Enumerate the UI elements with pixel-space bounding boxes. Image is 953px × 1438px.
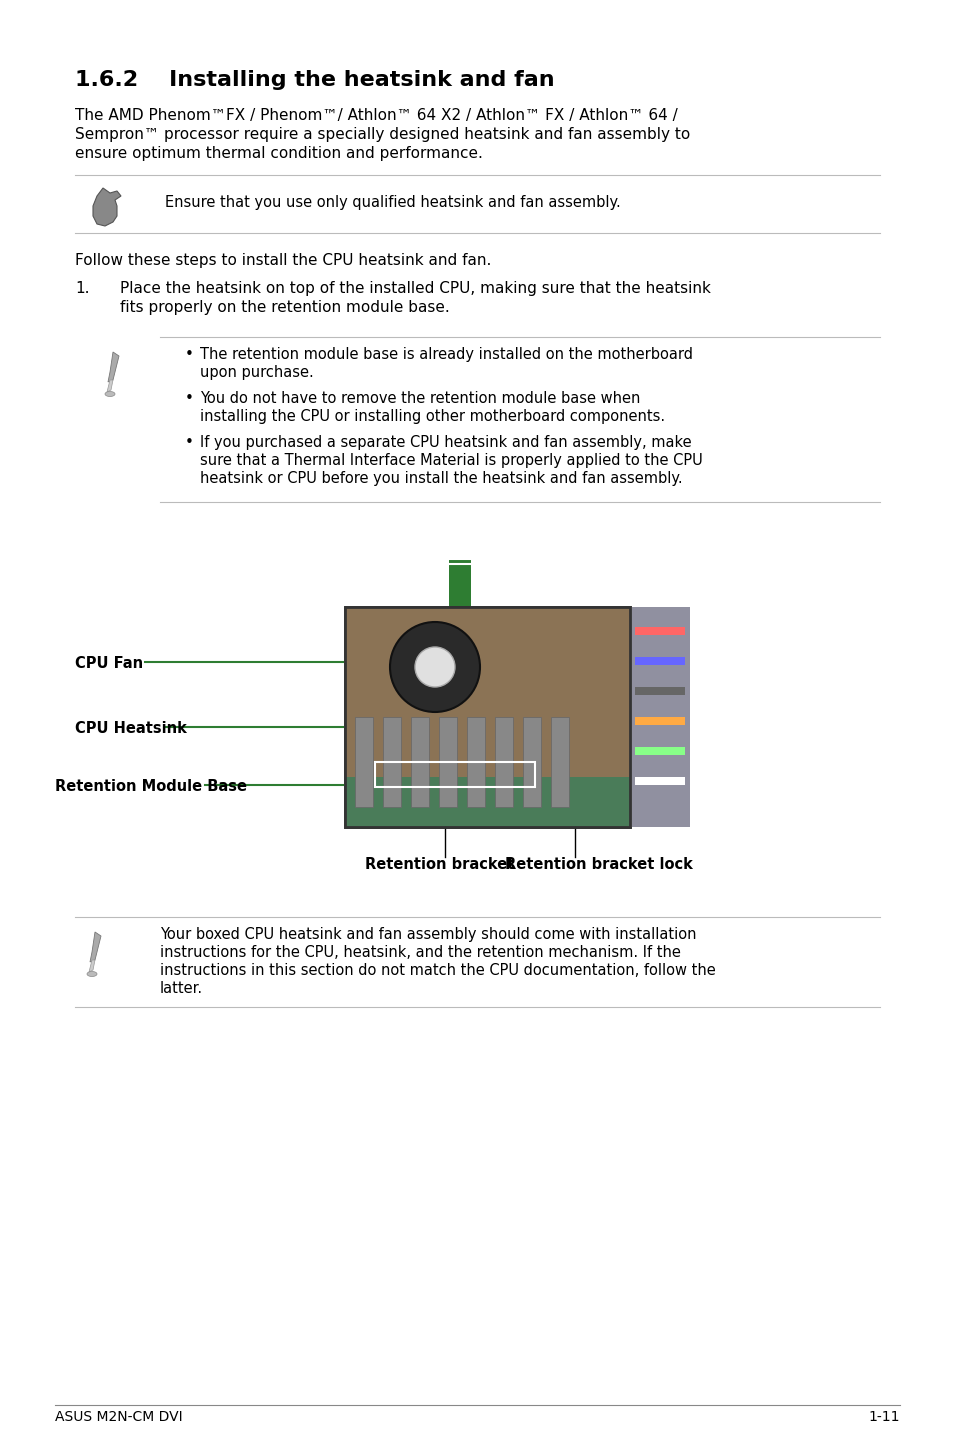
Text: upon purchase.: upon purchase. xyxy=(200,365,314,380)
Text: Sempron™ processor require a specially designed heatsink and fan assembly to: Sempron™ processor require a specially d… xyxy=(75,127,690,142)
Bar xyxy=(629,607,689,827)
Polygon shape xyxy=(107,380,112,393)
Bar xyxy=(355,718,373,807)
Bar xyxy=(449,559,471,615)
Bar xyxy=(635,687,684,695)
Text: CPU Heatsink: CPU Heatsink xyxy=(75,720,187,736)
Text: ensure optimum thermal condition and performance.: ensure optimum thermal condition and per… xyxy=(75,147,482,161)
Bar xyxy=(635,657,684,664)
Bar xyxy=(438,718,456,807)
Text: instructions in this section do not match the CPU documentation, follow the: instructions in this section do not matc… xyxy=(160,963,715,978)
Bar xyxy=(551,718,568,807)
Polygon shape xyxy=(90,932,101,962)
Bar xyxy=(467,718,484,807)
Text: Your boxed CPU heatsink and fan assembly should come with installation: Your boxed CPU heatsink and fan assembly… xyxy=(160,928,696,942)
Text: Retention Module Base: Retention Module Base xyxy=(55,779,247,794)
Text: Follow these steps to install the CPU heatsink and fan.: Follow these steps to install the CPU he… xyxy=(75,253,491,267)
Text: 1.6.2    Installing the heatsink and fan: 1.6.2 Installing the heatsink and fan xyxy=(75,70,554,91)
Text: The AMD Phenom™FX / Phenom™/ Athlon™ 64 X2 / Athlon™ FX / Athlon™ 64 /: The AMD Phenom™FX / Phenom™/ Athlon™ 64 … xyxy=(75,108,677,124)
Bar xyxy=(495,718,513,807)
Circle shape xyxy=(390,623,479,712)
Text: 1-11: 1-11 xyxy=(867,1411,899,1424)
Text: Ensure that you use only qualified heatsink and fan assembly.: Ensure that you use only qualified heats… xyxy=(165,196,620,210)
Polygon shape xyxy=(108,352,119,383)
Bar xyxy=(375,762,535,787)
Text: heatsink or CPU before you install the heatsink and fan assembly.: heatsink or CPU before you install the h… xyxy=(200,472,682,486)
Text: If you purchased a separate CPU heatsink and fan assembly, make: If you purchased a separate CPU heatsink… xyxy=(200,436,691,450)
Bar xyxy=(522,718,540,807)
Bar xyxy=(345,607,629,827)
Bar xyxy=(345,607,629,827)
Bar xyxy=(635,777,684,785)
Polygon shape xyxy=(89,961,95,972)
Ellipse shape xyxy=(105,391,115,397)
Text: •: • xyxy=(185,347,193,362)
Text: CPU Fan: CPU Fan xyxy=(75,656,143,672)
Text: sure that a Thermal Interface Material is properly applied to the CPU: sure that a Thermal Interface Material i… xyxy=(200,453,702,467)
Bar xyxy=(345,777,629,827)
Text: instructions for the CPU, heatsink, and the retention mechanism. If the: instructions for the CPU, heatsink, and … xyxy=(160,945,680,961)
Bar xyxy=(345,607,629,827)
Polygon shape xyxy=(437,615,481,640)
Bar xyxy=(635,746,684,755)
Text: fits properly on the retention module base.: fits properly on the retention module ba… xyxy=(120,301,449,315)
Text: Retention bracket lock: Retention bracket lock xyxy=(504,857,692,871)
Text: You do not have to remove the retention module base when: You do not have to remove the retention … xyxy=(200,391,639,406)
Bar xyxy=(635,718,684,725)
Polygon shape xyxy=(92,188,121,226)
Bar xyxy=(635,627,684,636)
Text: Place the heatsink on top of the installed CPU, making sure that the heatsink: Place the heatsink on top of the install… xyxy=(120,280,710,296)
Text: •: • xyxy=(185,436,193,450)
Text: latter.: latter. xyxy=(160,981,203,997)
Text: ASUS M2N-CM DVI: ASUS M2N-CM DVI xyxy=(55,1411,182,1424)
Text: 1.: 1. xyxy=(75,280,90,296)
Text: The retention module base is already installed on the motherboard: The retention module base is already ins… xyxy=(200,347,692,362)
Text: •: • xyxy=(185,391,193,406)
Bar xyxy=(411,718,429,807)
Circle shape xyxy=(415,647,455,687)
Text: installing the CPU or installing other motherboard components.: installing the CPU or installing other m… xyxy=(200,408,664,424)
Bar xyxy=(382,718,400,807)
Ellipse shape xyxy=(87,972,97,976)
Text: A: A xyxy=(428,659,441,677)
Text: Retention bracket: Retention bracket xyxy=(365,857,514,871)
